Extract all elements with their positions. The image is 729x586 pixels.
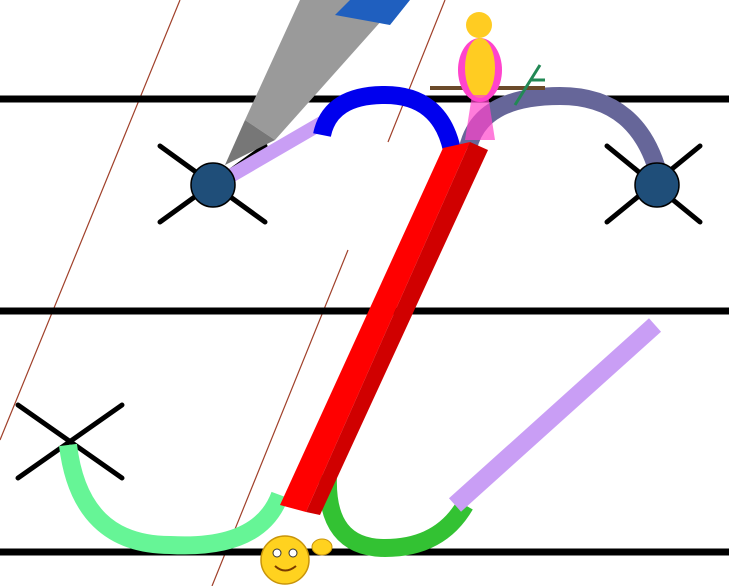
- smiley-face: [260, 535, 310, 585]
- smiley-eye: [272, 548, 282, 558]
- pencil-cap: [335, 0, 410, 25]
- bird: [430, 12, 545, 140]
- stroke-segment: [448, 318, 662, 512]
- smiley-mouth: [274, 565, 297, 572]
- pencil: [225, 0, 410, 165]
- start-point[interactable]: [190, 162, 236, 208]
- leaves: [513, 64, 545, 106]
- slant-line: [387, 0, 446, 143]
- stroke-arc: [313, 85, 461, 153]
- down-stroke-shade: [306, 142, 488, 515]
- pencil-body: [245, 0, 400, 140]
- smiley-eye: [288, 548, 298, 558]
- down-stroke: [280, 142, 470, 512]
- stroke-curve: [318, 474, 473, 558]
- stroke-segment: [211, 110, 336, 192]
- bird-tail: [465, 95, 495, 140]
- cross-mark: [15, 402, 125, 481]
- end-point[interactable]: [634, 162, 680, 208]
- strokes: [59, 85, 669, 558]
- slant-line: [0, 0, 181, 441]
- bird-head: [466, 12, 492, 38]
- smiley: [260, 535, 333, 585]
- pencil-tip: [225, 120, 275, 165]
- smiley-hand: [311, 538, 333, 556]
- bird-body: [465, 38, 495, 98]
- stroke-curve: [59, 443, 289, 555]
